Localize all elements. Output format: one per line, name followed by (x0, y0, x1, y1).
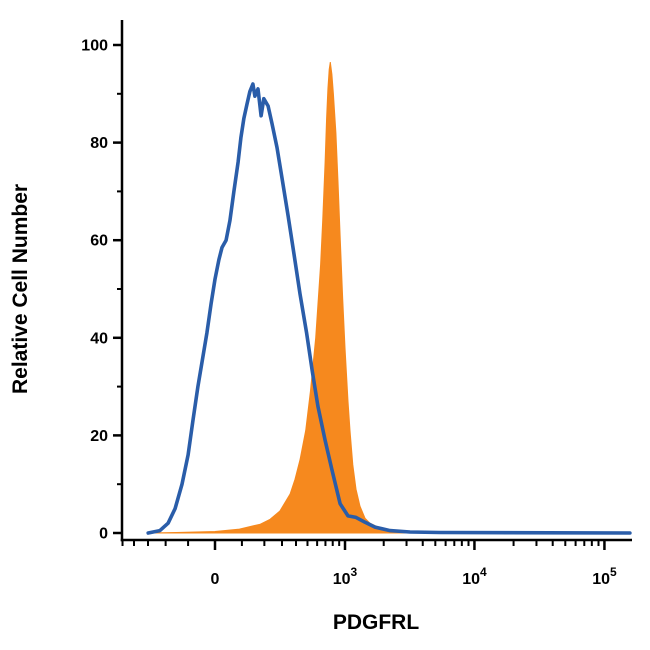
x-tick-label: 0 (211, 571, 220, 588)
y-tick-label: 100 (81, 38, 108, 55)
series-layer (146, 62, 632, 535)
blue-outline-histogram (146, 82, 632, 535)
y-axis-title: Relative Cell Number (9, 184, 32, 394)
y-tick-label: 20 (90, 428, 108, 445)
axes-layer: 0 20 40 60 80 100 0 103 104 105 (81, 20, 632, 588)
x-axis-title: PDGFRL (333, 611, 420, 634)
y-tick-label: 60 (90, 233, 108, 250)
x-tick-label: 103 (333, 565, 358, 588)
y-tick-label: 80 (90, 135, 108, 152)
y-tick-label: 40 (90, 330, 108, 347)
y-tick-label: 0 (99, 526, 108, 543)
x-tick-label: 105 (592, 565, 617, 588)
orange-filled-histogram (147, 62, 630, 534)
x-tick-label: 104 (462, 565, 487, 588)
